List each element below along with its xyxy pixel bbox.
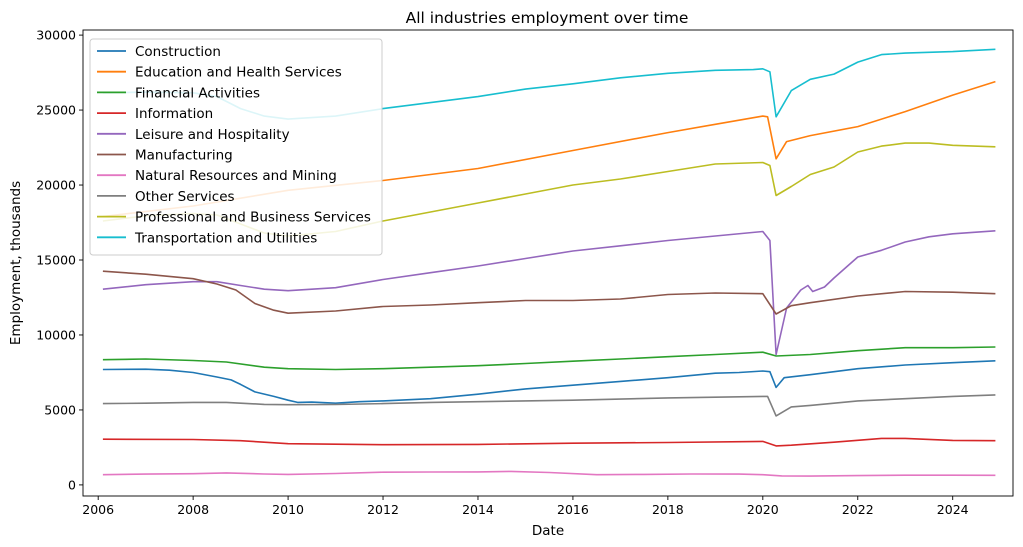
- y-tick-label: 10000: [36, 327, 76, 342]
- x-axis-label: Date: [532, 523, 564, 539]
- legend-label: Financial Activities: [135, 85, 260, 101]
- y-tick-label: 0: [68, 477, 76, 492]
- legend-label: Transportation and Utilities: [134, 230, 317, 246]
- legend-label: Leisure and Hospitality: [135, 127, 290, 143]
- series-line-4: [102, 230, 996, 356]
- legend-label: Manufacturing: [135, 148, 233, 164]
- series-line-2: [102, 346, 996, 371]
- x-tick-label: 2010: [272, 502, 304, 517]
- y-tick-label: 15000: [36, 253, 76, 268]
- series-line-3: [102, 437, 996, 447]
- x-axis: 2006 2008 2010 2012 2014 2016 2018 2020 2022 2024: [82, 496, 969, 517]
- legend-label: Other Services: [135, 189, 235, 205]
- series-line-5: [102, 270, 996, 315]
- x-tick-label: 2024: [937, 502, 969, 517]
- legend-box: [89, 38, 383, 256]
- series-line-0: [102, 360, 996, 404]
- legend-label: Education and Health Services: [135, 65, 342, 81]
- y-axis: 0 5000 10000 15000 20000 25000 30000: [36, 28, 83, 492]
- x-tick-label: 2022: [842, 502, 874, 517]
- x-tick-label: 2006: [82, 502, 114, 517]
- y-tick-label: 20000: [36, 178, 76, 193]
- legend-label: Information: [135, 106, 213, 122]
- x-tick-label: 2016: [557, 502, 589, 517]
- x-tick-label: 2012: [367, 502, 399, 517]
- x-tick-label: 2020: [747, 502, 779, 517]
- legend-label: Professional and Business Services: [135, 210, 371, 226]
- series-line-6: [102, 470, 996, 477]
- y-tick-label: 25000: [36, 103, 76, 118]
- y-axis-label: Employment, thousands: [8, 181, 24, 345]
- x-tick-label: 2008: [177, 502, 209, 517]
- x-tick-label: 2018: [652, 502, 684, 517]
- x-tick-label: 2014: [462, 502, 494, 517]
- series-line-7: [102, 394, 996, 417]
- legend: Construction Education and Health Service…: [89, 38, 383, 256]
- legend-label: Natural Resources and Mining: [135, 168, 337, 184]
- plot-frame: [82, 29, 1014, 497]
- chart-title: All industries employment over time: [406, 9, 689, 27]
- legend-label: Construction: [135, 44, 221, 60]
- y-tick-label: 5000: [44, 402, 76, 417]
- y-tick-label: 30000: [36, 28, 76, 43]
